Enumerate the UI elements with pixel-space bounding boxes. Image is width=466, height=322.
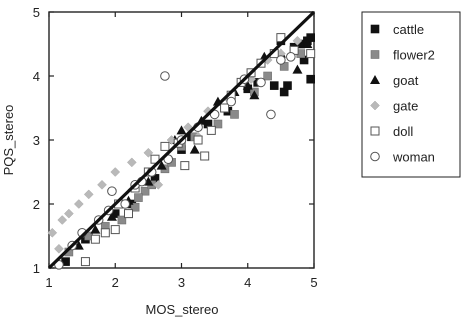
doll-point — [193, 135, 203, 145]
gate-point — [54, 243, 64, 254]
doll-point — [306, 49, 316, 59]
woman-point — [266, 109, 276, 120]
legend-box — [361, 11, 461, 178]
doll-point — [90, 234, 100, 244]
legend-marker-goat — [370, 75, 380, 84]
doll-point — [80, 257, 90, 267]
cattle-point — [283, 81, 292, 90]
woman-point — [286, 52, 296, 62]
plot-area: 1 2 3 4 5 1 2 3 4 5 — [33, 5, 318, 290]
legend-marker-flower2 — [370, 50, 380, 59]
gate-point — [110, 167, 121, 177]
goat-point — [249, 90, 260, 100]
gate-point — [73, 199, 84, 209]
legend: cattle flower2 goat gate doll woman — [361, 11, 461, 178]
legend-marker-cattle — [370, 24, 380, 34]
woman-point — [107, 186, 117, 196]
y-tick-label: 5 — [33, 5, 40, 20]
gate-point — [47, 227, 58, 238]
goat-point — [189, 144, 200, 154]
gate-point — [57, 215, 68, 225]
x-tick-label: 4 — [244, 275, 251, 290]
legend-label-goat: goat — [393, 73, 419, 88]
goat-point — [90, 224, 101, 234]
flower2-point — [213, 119, 223, 129]
flower2-point — [134, 193, 143, 202]
doll-point — [110, 225, 120, 235]
cattle-point — [306, 33, 315, 42]
reference-line — [47, 10, 316, 270]
gate-point — [97, 179, 107, 190]
legend-label-cattle: cattle — [393, 22, 424, 37]
flower2-point — [130, 202, 140, 212]
flower2-point — [263, 71, 272, 81]
doll-point — [206, 125, 216, 135]
x-axis-label: MOS_stereo — [146, 302, 219, 317]
legend-label-flower2: flower2 — [393, 48, 435, 63]
x-tick-label: 3 — [178, 275, 185, 290]
legend-marker-gate — [370, 100, 380, 111]
gate-point — [292, 35, 303, 46]
legend-marker-woman — [370, 151, 380, 162]
x-tick-label: 1 — [45, 275, 52, 290]
legend-label-woman: woman — [392, 150, 435, 165]
legend-label-gate: gate — [393, 99, 418, 114]
gate-point — [126, 157, 137, 168]
doll-point — [100, 228, 110, 238]
doll-point — [150, 154, 160, 164]
doll-point — [200, 151, 210, 161]
flower2-point — [117, 215, 127, 225]
x-tick-label: 2 — [112, 275, 119, 290]
doll-point — [276, 33, 286, 43]
doll-point — [180, 161, 190, 171]
goat-point — [176, 125, 187, 135]
goat-point — [302, 39, 313, 48]
x-tick-label: 5 — [310, 275, 317, 290]
legend-label-doll: doll — [393, 124, 413, 139]
y-tick-label: 3 — [33, 133, 40, 148]
gate-point — [83, 189, 94, 200]
goat-point — [242, 80, 253, 90]
gate-point — [153, 179, 164, 190]
woman-point — [160, 71, 170, 81]
woman-point — [226, 96, 236, 107]
woman-point — [120, 199, 130, 209]
y-tick-label: 1 — [33, 261, 40, 276]
cattle-point — [269, 81, 279, 90]
y-axis-label: PQS_stereo — [1, 105, 16, 176]
woman-point — [276, 55, 286, 65]
cattle-point — [306, 74, 315, 84]
goat-point — [292, 64, 303, 74]
y-tick-label: 2 — [33, 197, 40, 212]
woman-point — [256, 77, 266, 88]
flower2-point — [140, 186, 150, 196]
goat-point — [106, 211, 117, 221]
doll-point — [160, 141, 170, 151]
legend-marker-doll — [370, 126, 380, 136]
flower2-point — [230, 110, 239, 119]
y-tick-label: 4 — [33, 69, 40, 84]
doll-point — [220, 103, 230, 113]
gate-point — [64, 208, 74, 219]
goat-point — [156, 160, 167, 170]
doll-point — [124, 209, 133, 219]
